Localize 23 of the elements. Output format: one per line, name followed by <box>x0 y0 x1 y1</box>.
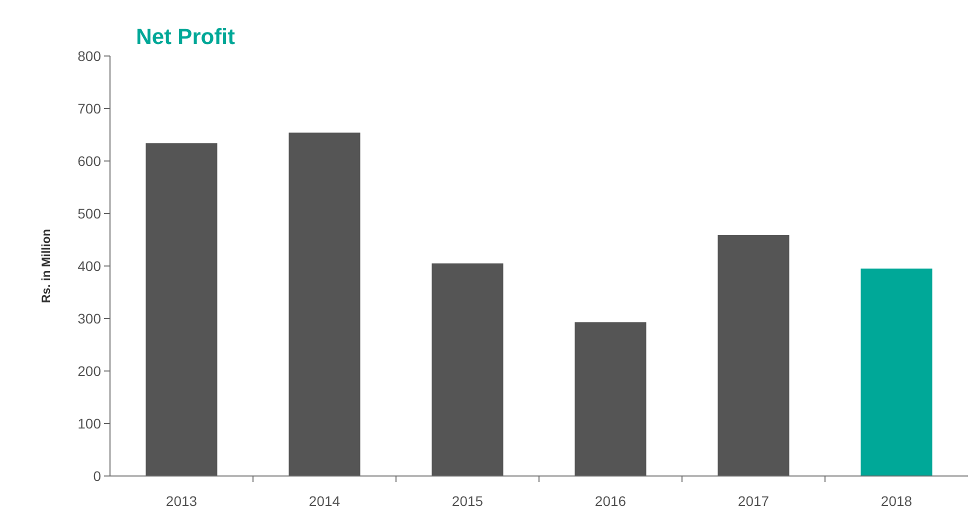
y-tick-label: 700 <box>78 100 102 116</box>
x-tick-label: 2017 <box>738 493 770 509</box>
bar <box>432 263 504 476</box>
y-tick-label: 0 <box>93 468 102 484</box>
bar <box>146 143 218 476</box>
x-tick-label: 2014 <box>308 493 340 509</box>
y-tick-label: 300 <box>78 310 102 326</box>
x-tick-label: 2015 <box>452 493 484 509</box>
y-tick-label: 200 <box>78 362 102 379</box>
y-tick-label: 800 <box>78 48 102 64</box>
y-tick-label: 500 <box>78 205 102 222</box>
bar <box>288 132 360 476</box>
chart-title: Net Profit <box>136 24 236 49</box>
y-tick-label: 600 <box>78 152 102 169</box>
bar <box>860 268 932 476</box>
x-tick-label: 2018 <box>880 493 912 509</box>
bar <box>574 322 646 476</box>
x-tick-label: 2013 <box>166 493 198 509</box>
y-tick-label: 400 <box>78 258 102 274</box>
y-tick-label: 100 <box>78 415 102 432</box>
y-axis-title: Rs. in Million <box>39 229 53 303</box>
bar <box>718 235 790 476</box>
x-tick-label: 2016 <box>594 493 626 509</box>
